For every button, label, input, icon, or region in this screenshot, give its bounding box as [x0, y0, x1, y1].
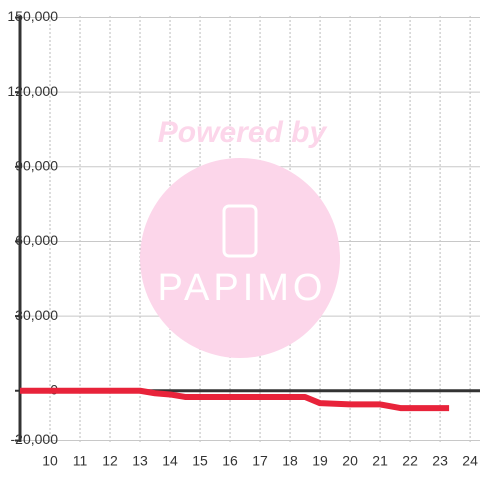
x-tick-label: 22 — [402, 453, 418, 469]
x-tick-label: 18 — [282, 453, 298, 469]
x-tick-label: 11 — [73, 453, 88, 469]
watermark-brand: PAPIMO — [158, 267, 327, 309]
x-tick-label: 17 — [252, 453, 268, 469]
x-tick-label: 23 — [432, 453, 448, 469]
y-tick-label: 30,000 — [15, 307, 58, 323]
watermark-icon — [222, 204, 258, 258]
y-tick-label: 120,000 — [7, 83, 58, 99]
x-tick-label: 12 — [102, 453, 118, 469]
x-tick-label: 15 — [192, 453, 208, 469]
y-tick-label: 90,000 — [15, 157, 58, 173]
x-tick-label: 10 — [42, 453, 58, 469]
x-tick-label: 21 — [372, 453, 388, 469]
watermark-text: Powered by — [158, 116, 328, 149]
line — [20, 387, 450, 412]
watermark-circle — [140, 158, 340, 358]
x-tick-label: 14 — [162, 453, 178, 469]
x-tick-label: 16 — [222, 453, 238, 469]
x-tick-label: 13 — [132, 453, 148, 469]
x-tick-label: 19 — [312, 453, 328, 469]
x-tick-label: 20 — [342, 453, 358, 469]
y-tick-label: 60,000 — [15, 232, 58, 248]
y-tick-label: 150,000 — [7, 8, 58, 24]
x-tick-label: 24 — [462, 453, 478, 469]
y-tick-label: -20,000 — [11, 431, 59, 447]
